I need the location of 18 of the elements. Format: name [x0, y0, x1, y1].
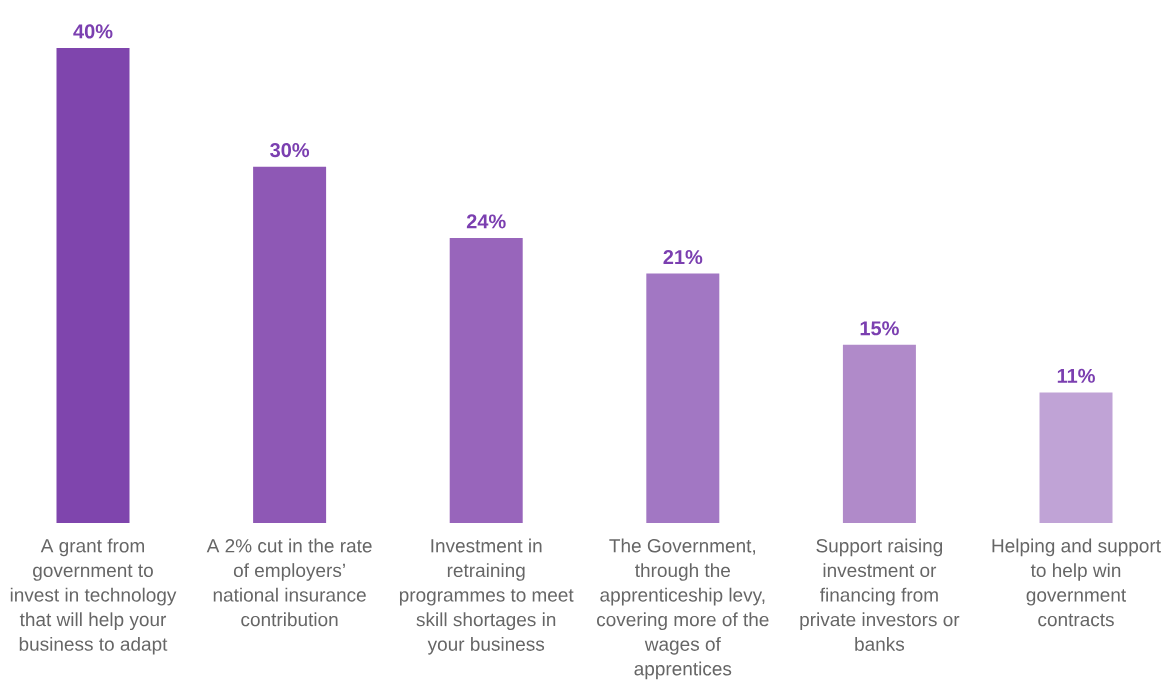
data-label: 11% — [1057, 368, 1095, 383]
x-tick-label: A 2% cut in the rate of employers’ national insurance contribution — [206, 538, 372, 627]
x-tick-label: Investment in retraining programmes to meet skill shortages in your business — [399, 538, 574, 655]
data-label: 30% — [270, 143, 310, 158]
x-tick-label: The Government, through the apprenticeship levy, covering more of the wages of apprentices — [597, 538, 769, 680]
bar — [449, 238, 523, 523]
bar — [1039, 392, 1113, 523]
bar — [253, 166, 327, 523]
data-label: 24% — [466, 214, 506, 229]
x-tick-label: Support raising investment or financing from private investors or banks — [800, 538, 960, 651]
x-tick-label: A grant from government to invest in technology that will help your business to adapt — [10, 538, 177, 655]
data-label: 21% — [663, 249, 703, 265]
data-label: 40% — [73, 24, 113, 39]
data-label: 15% — [860, 321, 899, 336]
bar — [646, 273, 720, 523]
bar — [842, 344, 916, 523]
bar — [56, 48, 130, 523]
x-tick-label: Helping and support to help win government contracts — [992, 538, 1161, 627]
